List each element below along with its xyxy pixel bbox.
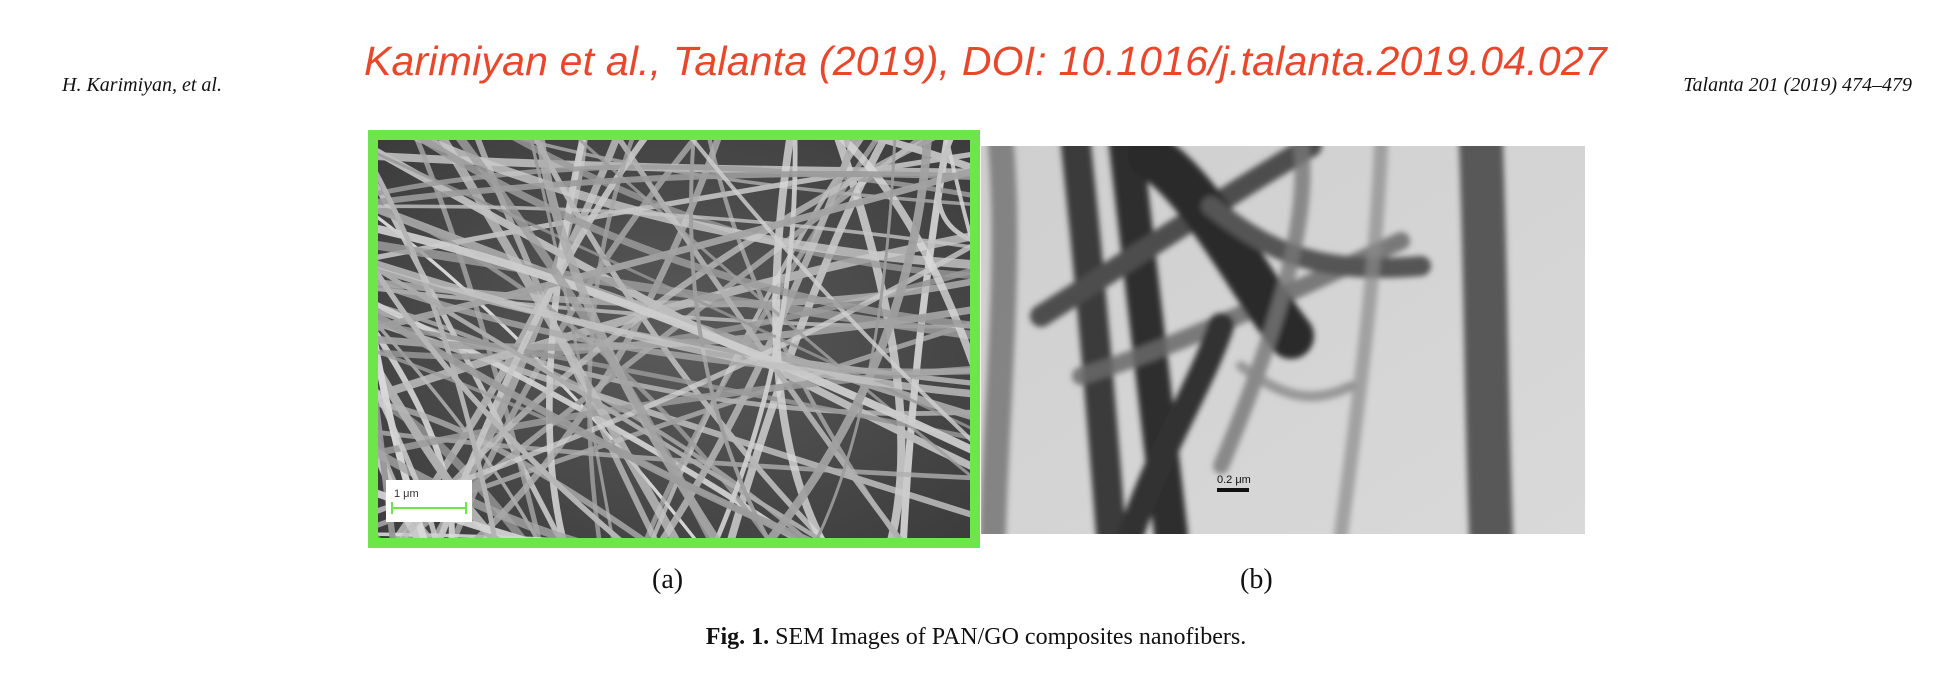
nanofiber xyxy=(378,224,970,454)
nanofiber xyxy=(766,140,932,538)
figure-number: Fig. 1. xyxy=(705,624,770,650)
nanofiber xyxy=(416,140,970,329)
nanofiber xyxy=(378,321,970,440)
nanofiber xyxy=(936,140,970,242)
nanofiber xyxy=(413,140,970,269)
nanofiber xyxy=(378,171,498,538)
nanofiber xyxy=(378,204,970,249)
nanofiber xyxy=(378,269,622,538)
panel-label-b: (b) xyxy=(1240,564,1273,595)
nanofiber xyxy=(378,170,970,205)
nanofiber xyxy=(378,448,579,538)
nanofiber xyxy=(378,312,813,538)
sem-image: 1 μm xyxy=(378,140,970,538)
nanofiber xyxy=(378,280,970,376)
nanofiber xyxy=(378,260,970,398)
nanofiber xyxy=(378,168,970,331)
nanofiber xyxy=(690,140,970,442)
nanofiber xyxy=(714,140,798,538)
scale-bar-b: 0.2 μm xyxy=(1217,474,1251,492)
running-head-journal: Talanta 201 (2019) 474–479 xyxy=(1683,74,1912,96)
running-head-authors: H. Karimiyan, et al. xyxy=(62,74,222,96)
figure-caption-text: SEM Images of PAN/GO composites nanofibe… xyxy=(775,624,1247,650)
scale-bar-label-b: 0.2 μm xyxy=(1217,474,1251,486)
figure-caption: Fig. 1. SEM Images of PAN/GO composites … xyxy=(0,624,1952,651)
panel-label-a: (a) xyxy=(652,564,684,595)
figure-panel-a: 1 μm xyxy=(368,130,980,548)
figure-panel-b: 0.2 μm xyxy=(981,146,1585,534)
nanofiber xyxy=(378,331,455,538)
scale-bar-a: 1 μm xyxy=(386,480,472,522)
citation-banner: Karimiyan et al., Talanta (2019), DOI: 1… xyxy=(364,38,1607,84)
nanofiber xyxy=(659,140,858,538)
scale-bar-label-a: 1 μm xyxy=(394,488,419,500)
nanofiber xyxy=(437,140,648,538)
tem-image: 0.2 μm xyxy=(981,146,1585,534)
